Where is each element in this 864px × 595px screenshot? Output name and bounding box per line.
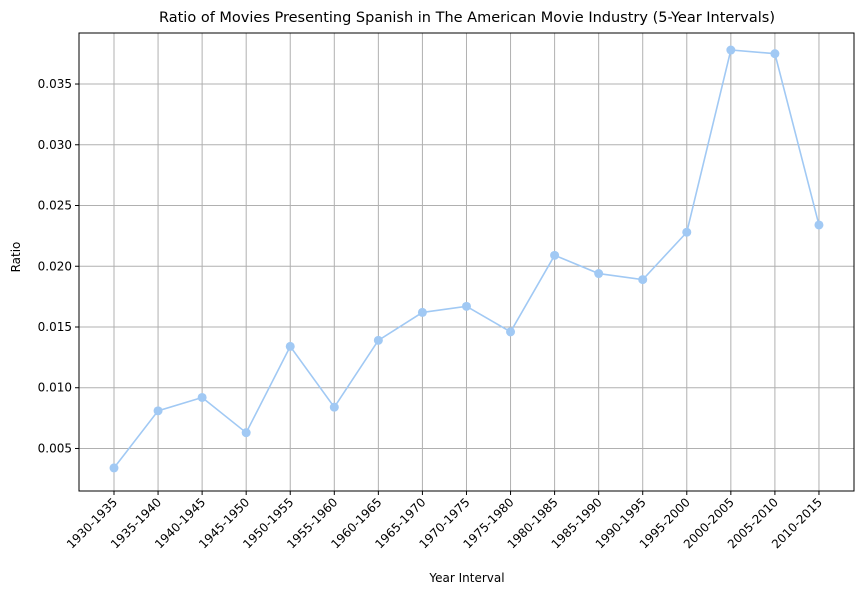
y-tick-label: 0.015 (38, 320, 72, 334)
data-point (417, 307, 427, 317)
data-point (285, 341, 295, 351)
y-axis-label: Ratio (9, 242, 23, 273)
data-point (461, 301, 471, 311)
chart-title: Ratio of Movies Presenting Spanish in Th… (159, 10, 775, 26)
data-point (550, 250, 560, 260)
series-group (109, 45, 824, 473)
y-tick-label: 0.010 (38, 381, 72, 395)
data-point (814, 220, 824, 230)
data-point (197, 392, 207, 402)
x-axis: 1930-19351935-19401940-19451945-19501950… (64, 491, 825, 551)
data-point (638, 275, 648, 285)
data-point (594, 269, 604, 279)
data-point (682, 227, 692, 237)
data-point (329, 402, 339, 412)
y-tick-label: 0.025 (38, 199, 72, 213)
grid (79, 33, 854, 491)
data-point (153, 406, 163, 416)
data-point (506, 327, 516, 337)
y-tick-label: 0.005 (38, 441, 72, 455)
y-axis: 0.005 0.010 0.015 0.020 0.025 0.030 0.035 (38, 77, 79, 455)
data-point (373, 335, 383, 345)
y-tick-label: 0.030 (38, 138, 72, 152)
y-tick-label: 0.020 (38, 259, 72, 273)
data-point (726, 45, 736, 55)
data-point (770, 49, 780, 59)
x-axis-label: Year Interval (428, 571, 504, 585)
data-point (241, 428, 251, 438)
data-point (109, 463, 119, 473)
y-tick-label: 0.035 (38, 77, 72, 91)
